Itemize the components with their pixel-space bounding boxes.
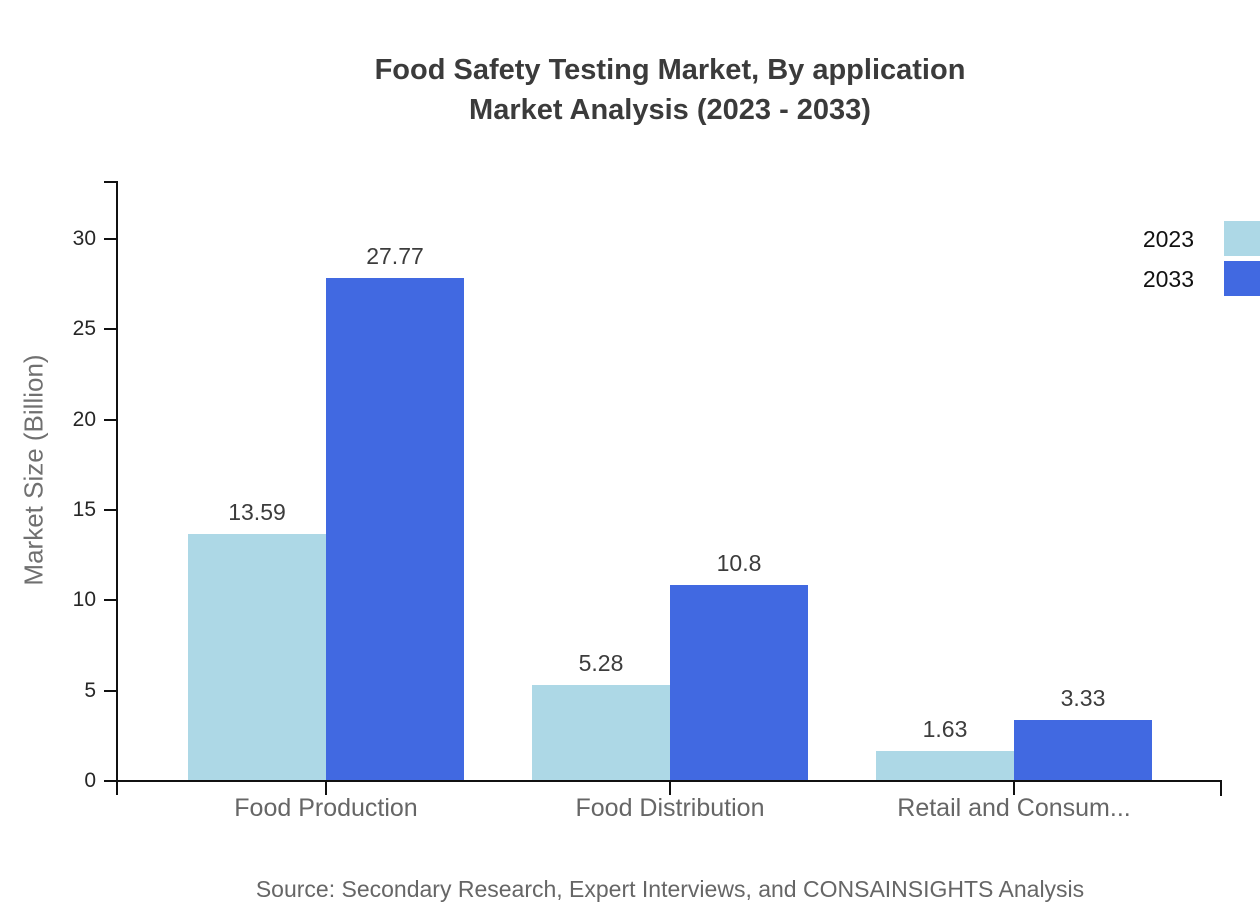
- y-axis-tick: [104, 509, 117, 511]
- chart-title-line1: Food Safety Testing Market, By applicati…: [374, 54, 966, 86]
- legend-swatch-2033: [1224, 261, 1260, 296]
- chart-title: Food Safety Testing Market, By applicati…: [80, 50, 1260, 130]
- category-label-food-production: Food Production: [234, 794, 418, 822]
- y-axis-tick: [104, 328, 117, 330]
- y-tick-label: 15: [72, 498, 96, 521]
- source-note: Source: Secondary Research, Expert Inter…: [255, 876, 1085, 902]
- chart-title-line2: Market Analysis (2023 - 2033): [469, 94, 871, 126]
- x-axis-tick: [1013, 782, 1015, 795]
- y-tick-label: 25: [72, 317, 96, 340]
- legend-label-2023: 2023: [1142, 226, 1194, 252]
- y-axis-tick: [104, 419, 117, 421]
- bar-2023-retail-and-consum: [876, 751, 1014, 780]
- y-axis-tick: [104, 599, 117, 601]
- y-axis-top-cap: [104, 181, 118, 183]
- y-tick-label: 5: [84, 679, 96, 702]
- bar-2023-food-distribution: [532, 685, 670, 780]
- y-tick-label: 10: [72, 588, 96, 611]
- legend-label-2033: 2033: [1142, 266, 1194, 292]
- legend-swatch-2023: [1224, 221, 1260, 256]
- category-label-food-distribution: Food Distribution: [575, 794, 765, 822]
- bar-2033-food-production: [326, 278, 464, 780]
- bar-value-label: 10.8: [716, 550, 762, 576]
- bar-value-label: 13.59: [228, 499, 286, 525]
- bar-value-label: 1.63: [922, 716, 968, 742]
- y-tick-label: 20: [72, 408, 96, 431]
- x-axis-tick: [325, 782, 327, 795]
- x-axis-end-tick: [1220, 782, 1222, 796]
- x-axis-tick: [669, 782, 671, 795]
- y-axis-tick: [104, 690, 117, 692]
- bar-value-label: 5.28: [578, 650, 624, 676]
- y-axis-line: [116, 182, 118, 795]
- bar-value-label: 27.77: [366, 243, 424, 269]
- bar-value-label: 3.33: [1060, 685, 1106, 711]
- y-tick-label: 0: [84, 769, 96, 792]
- x-axis-line: [104, 780, 1222, 782]
- bar-2033-retail-and-consum: [1014, 720, 1152, 780]
- y-tick-label: 30: [72, 227, 96, 250]
- category-label-retail-and-consum: Retail and Consum...: [897, 794, 1131, 822]
- bar-2023-food-production: [188, 534, 326, 780]
- bar-2033-food-distribution: [670, 585, 808, 780]
- y-axis-tick: [104, 238, 117, 240]
